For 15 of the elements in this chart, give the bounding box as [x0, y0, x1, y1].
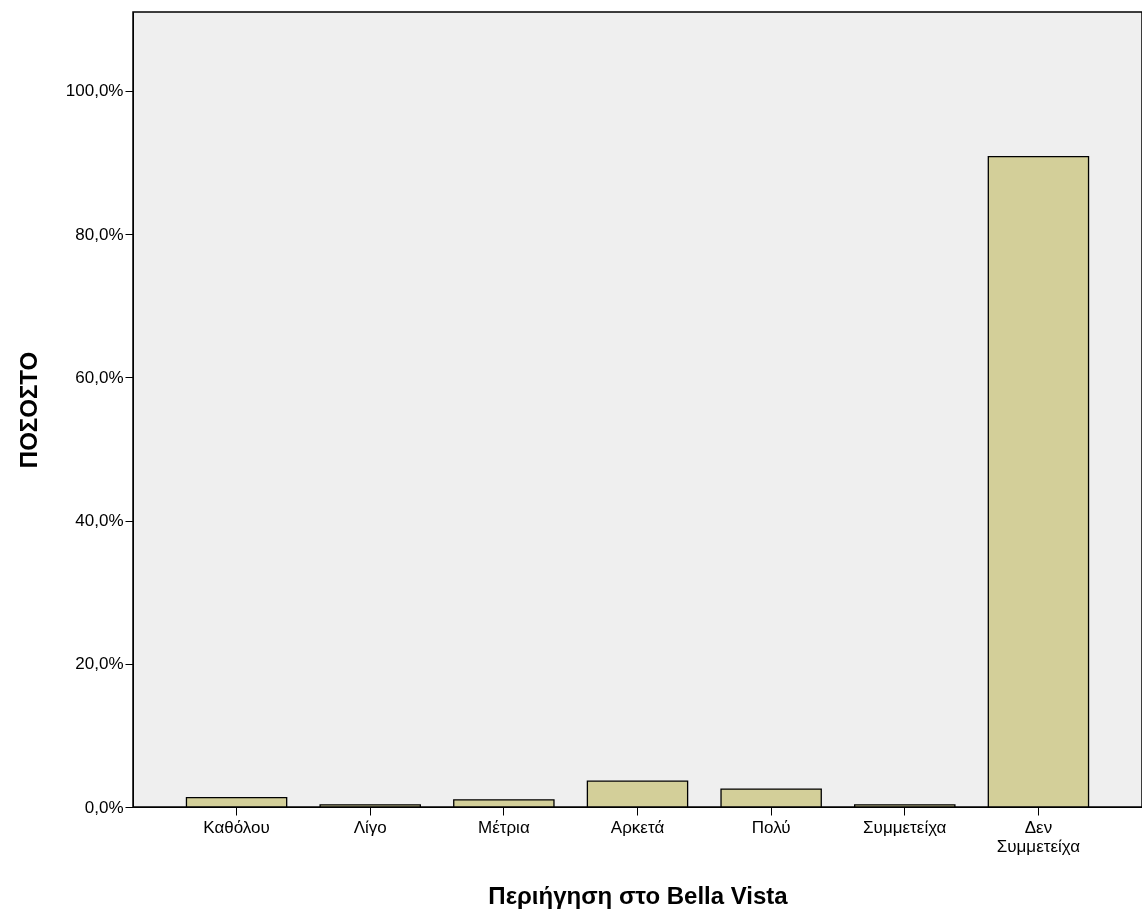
- x-tick-label: Αρκετά: [610, 817, 665, 837]
- x-tick-label: Λίγο: [353, 817, 387, 837]
- y-tick-label: 80,0%: [75, 224, 124, 244]
- x-tick-label: Δεν Συμμετείχα: [996, 817, 1081, 856]
- y-tick-label: 60,0%: [75, 367, 124, 387]
- x-tick-label: Συμμετείχα: [863, 817, 947, 837]
- y-axis-title: ΠΟΣΟΣΤΟ: [14, 351, 42, 469]
- x-tick-label: Καθόλου: [203, 817, 270, 837]
- y-tick-label: 0,0%: [84, 797, 124, 817]
- y-tick-label: 40,0%: [75, 511, 124, 531]
- x-tick-label: Πολύ: [751, 817, 791, 837]
- x-axis-title: Περιήγηση στο Bella Vista: [488, 881, 789, 909]
- x-tick-label: Μέτρια: [477, 817, 530, 837]
- y-tick-label: 20,0%: [75, 654, 124, 674]
- y-tick-label: 100,0%: [65, 81, 124, 101]
